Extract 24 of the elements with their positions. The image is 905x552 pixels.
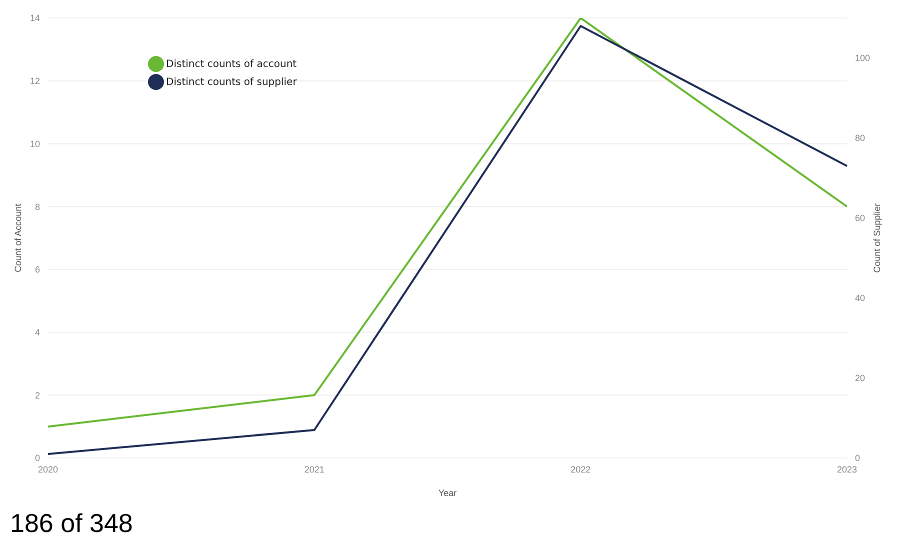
y2-tick-label: 100 — [855, 53, 870, 64]
y-tick-label: 4 — [34, 327, 40, 338]
x-axis-title: Year — [438, 488, 457, 498]
text: 186 of 348 — [10, 508, 134, 538]
y2-tick-label: 80 — [855, 133, 866, 144]
y-tick-label: 12 — [30, 76, 40, 86]
x-tick-label: 2021 — [304, 464, 324, 474]
x-tick-label: 2022 — [570, 464, 591, 474]
y-tick-label: 0 — [34, 453, 40, 464]
y-axis-title: Count of Account — [13, 203, 24, 272]
y-tick-label: 6 — [34, 264, 40, 275]
y2-tick-label: 0 — [855, 453, 860, 464]
legend-label: Distinct counts of supplier — [166, 76, 297, 88]
y-tick-label: 10 — [30, 138, 40, 149]
y2-tick-label: 60 — [855, 213, 866, 224]
x-tick-label: 2020 — [38, 464, 58, 474]
y2-axis-title: Count of Supplier — [872, 203, 882, 273]
y-tick-label: 14 — [30, 13, 40, 24]
y2-tick-label: 40 — [855, 293, 866, 304]
legend-label: Distinct counts of account — [166, 58, 297, 70]
y-tick-label: 2 — [34, 390, 40, 400]
y2-tick-label: 20 — [855, 373, 866, 384]
y-tick-label: 8 — [34, 202, 40, 212]
x-tick-label: 2023 — [836, 464, 858, 474]
